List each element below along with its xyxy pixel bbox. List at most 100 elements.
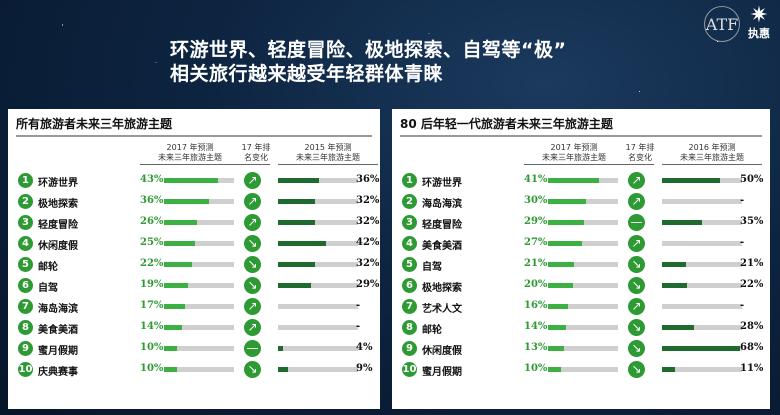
rank-badge: 4 (18, 236, 33, 251)
bar-previous (278, 283, 312, 288)
rank-badge: 10 (402, 362, 417, 377)
pct-previous: 22% (740, 279, 764, 290)
bar-previous (278, 367, 289, 372)
bar-track (548, 304, 618, 309)
rank-badge: 3 (18, 215, 33, 230)
pct-previous: 21% (740, 258, 764, 269)
arrow-down-icon: ↘ (628, 361, 645, 378)
table-row: 10 庆典赛事 10% ↘ 9% (16, 360, 372, 381)
pct-current: 14% (140, 321, 164, 332)
arrow-up-icon: ↗ (244, 193, 261, 210)
header-underline (524, 164, 624, 165)
theme-list: 1 环游世界 43% ↗ 36% 2 极地探索 36% ↗ 32% 3 轻度冒险 26% ↗ 32% 4 休闲度… (16, 171, 379, 381)
bar-track (548, 178, 618, 183)
bar-previous (278, 241, 327, 246)
arrow-down-icon: ↘ (244, 256, 261, 273)
rank-badge: 7 (18, 299, 33, 314)
bar-previous (278, 220, 315, 225)
pct-current: 10% (524, 363, 548, 374)
column-headers: 2017 年预测 未来三年旅游主题 17 年排 名变化 2015 年预测 未来三… (16, 137, 378, 171)
table-row: 10 蜜月假期 10% ↘ 11% (400, 360, 764, 381)
table-row: 8 美食美酒 14% ↗ - (16, 318, 372, 339)
theme-name: 庆典赛事 (38, 367, 78, 378)
pct-previous: 29% (356, 279, 380, 290)
bar-track (278, 325, 358, 330)
pct-previous: - (740, 237, 745, 248)
pct-current: 41% (524, 174, 548, 185)
no-change-icon: — (244, 340, 261, 357)
bar-track (548, 367, 618, 372)
pct-current: 17% (140, 300, 164, 311)
arrow-down-icon: ↘ (628, 277, 645, 294)
bar-current (548, 241, 582, 246)
pct-previous: - (740, 195, 745, 206)
column-headers: 2017 年预测 未来三年旅游主题 17 年排 名变化 2016 年预测 未来三… (400, 137, 762, 171)
theme-name: 邮轮 (38, 262, 58, 273)
pct-previous: - (356, 321, 361, 332)
bar-track (164, 283, 234, 288)
table-row: 7 艺术人文 16% ↗ - (400, 297, 762, 318)
bar-current (164, 304, 186, 309)
bar-previous (662, 220, 703, 225)
pct-previous: 9% (356, 363, 373, 374)
pct-previous: 42% (356, 237, 380, 248)
header-underline (238, 164, 270, 165)
bar-previous (662, 346, 741, 351)
pct-previous: 4% (356, 342, 373, 353)
pct-current: 43% (140, 174, 164, 185)
brand-name: 执惠 (748, 27, 770, 40)
title-line-1: 环游世界、轻度冒险、极地探索、自驾等“极” (170, 39, 567, 61)
bar-current (164, 283, 188, 288)
pct-current: 21% (524, 258, 548, 269)
bar-current (548, 178, 600, 183)
panel-heading: 80 后年轻一代旅游者未来三年旅游主题 (400, 115, 762, 137)
rank-badge: 1 (18, 173, 33, 188)
bar-track (278, 178, 358, 183)
bar-current (164, 241, 196, 246)
bar-track (662, 220, 742, 225)
rank-badge: 7 (402, 299, 417, 314)
table-row: 5 自驾 21% ↘ 21% (400, 255, 764, 276)
rank-badge: 9 (402, 341, 417, 356)
pct-previous: 28% (740, 321, 764, 332)
bar-track (662, 178, 742, 183)
bar-previous (662, 178, 720, 183)
bar-track (278, 346, 358, 351)
theme-name: 极地探索 (38, 199, 78, 210)
bar-track (278, 262, 358, 267)
rank-badge: 2 (402, 194, 417, 209)
bar-track (548, 199, 618, 204)
bar-current (164, 346, 177, 351)
pct-current: 27% (524, 237, 548, 248)
bar-previous (662, 262, 687, 267)
bar-track (278, 367, 358, 372)
bar-track (548, 325, 618, 330)
table-row: 1 环游世界 43% ↗ 36% (16, 171, 379, 192)
pct-current: 29% (524, 216, 548, 227)
pct-previous: 35% (740, 216, 764, 227)
theme-name: 自驾 (38, 283, 58, 294)
bar-track (278, 241, 358, 246)
bar-previous (662, 283, 688, 288)
arrow-down-icon: ↘ (244, 277, 261, 294)
bar-track (662, 283, 742, 288)
bar-track (278, 283, 358, 288)
pct-previous: 11% (740, 363, 764, 374)
bar-previous (278, 262, 315, 267)
bar-current (164, 199, 209, 204)
arrow-up-icon: ↗ (628, 298, 645, 315)
theme-name: 美食美酒 (422, 241, 462, 252)
bar-previous (662, 325, 695, 330)
bar-track (662, 304, 742, 309)
table-row: 6 自驾 19% ↘ 29% (16, 276, 379, 297)
pct-current: 16% (524, 300, 548, 311)
pct-current: 10% (140, 342, 164, 353)
bar-current (548, 262, 575, 267)
arrow-up-icon: ↗ (628, 235, 645, 252)
title-line-2: 相关旅行越来越受年轻群体青睐 (170, 63, 444, 85)
table-row: 2 极地探索 36% ↗ 32% (16, 192, 379, 213)
rank-badge: 6 (18, 278, 33, 293)
pct-current: 13% (524, 342, 548, 353)
rank-badge: 8 (18, 320, 33, 335)
bar-track (662, 346, 742, 351)
